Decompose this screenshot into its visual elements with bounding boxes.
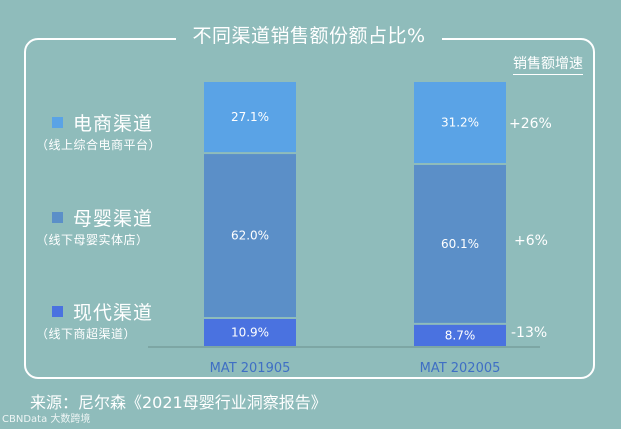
- legend-swatch-maternal: [52, 211, 63, 223]
- bar-label-1-0: 8.7%: [445, 328, 476, 342]
- x-tick-label-0: MAT 201905: [210, 361, 291, 376]
- legend-swatch-ecommerce: [52, 116, 63, 128]
- legend-sub-maternal: （线下母婴实体店）: [36, 233, 149, 247]
- growth-ecommerce: +26%: [509, 116, 552, 132]
- legend-name-ecommerce: 电商渠道: [73, 112, 154, 135]
- bar-segment-1-0: [414, 324, 506, 346]
- bar-label-0-0: 10.9%: [231, 326, 269, 340]
- legend-swatch-modern: [52, 305, 63, 317]
- bar-label-0-2: 27.1%: [231, 110, 269, 124]
- x-tick-label-1: MAT 202005: [420, 361, 501, 376]
- bar-label-0-1: 62.0%: [231, 229, 269, 243]
- bar-segment-0-0: [204, 319, 296, 346]
- legend-sub-modern: （线下商超渠道）: [36, 327, 137, 341]
- bar-label-1-1: 60.1%: [441, 237, 479, 251]
- source-note: 来源：尼尔森《2021母婴行业洞察报告》: [30, 393, 327, 412]
- legend-sub-ecommerce: （线上综合电商平台）: [36, 138, 162, 152]
- chart-title: 不同渠道销售额份额占比%: [176, 21, 442, 51]
- growth-header: 销售额增速: [513, 53, 583, 75]
- growth-maternal: +6%: [514, 233, 548, 249]
- legend-item-maternal: 母婴渠道 （线下母婴实体店）: [36, 205, 153, 248]
- bar-segment-0-1: [204, 154, 296, 318]
- bar-segment-1-2: [414, 82, 506, 163]
- bar-segment-0-2: [204, 82, 296, 153]
- legend-name-maternal: 母婴渠道: [73, 207, 154, 230]
- growth-modern: -13%: [511, 325, 548, 341]
- legend-item-ecommerce: 电商渠道 （线上综合电商平台）: [36, 110, 161, 153]
- bar-segment-1-1: [414, 164, 506, 323]
- bar-label-1-2: 31.2%: [441, 115, 479, 129]
- legend-name-modern: 现代渠道: [73, 301, 154, 324]
- watermark-logo: CBNData 大数跨境: [2, 414, 91, 425]
- legend-item-modern: 现代渠道 （线下商超渠道）: [36, 299, 153, 342]
